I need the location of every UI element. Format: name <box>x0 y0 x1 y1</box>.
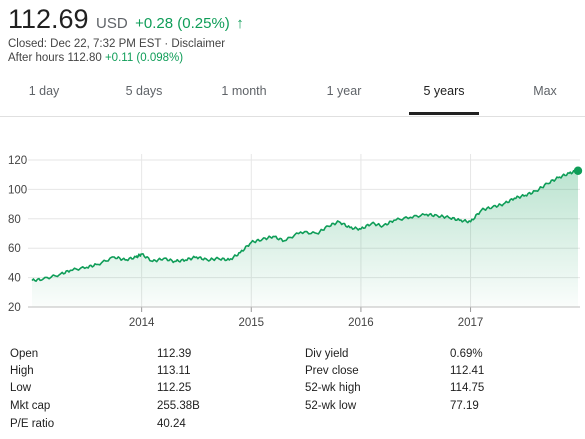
series-line <box>31 169 579 282</box>
quote-header: 112.69 USD +0.28 (0.25%) ↑ <box>8 4 244 35</box>
after-hours-label: After hours 112.80 <box>8 52 102 64</box>
arrow-up-icon: ↑ <box>236 15 244 32</box>
stat-label-52wk-low: 52-wk low <box>305 400 357 412</box>
x-tick-label: 2017 <box>458 317 484 329</box>
x-tick-label: 2016 <box>348 317 374 329</box>
y-tick-label: 20 <box>8 302 21 314</box>
x-tick-label: 2015 <box>238 317 264 329</box>
y-tick-label: 80 <box>8 214 21 226</box>
stat-label-div-yield: Div yield <box>305 348 349 360</box>
price-chart: 20 40 60 80 100 120 2014 2015 2016 2017 <box>8 154 583 329</box>
range-tabs: 1 day 5 days 1 month 1 year 5 years Max <box>0 70 585 117</box>
stat-value-52wk-high: 114.75 <box>450 382 485 394</box>
stat-value-div-yield: 0.69% <box>450 348 483 360</box>
tab-1-day[interactable]: 1 day <box>28 84 60 98</box>
tab-1-year[interactable]: 1 year <box>326 84 362 98</box>
after-hours: After hours 112.80 +0.11 (0.098%) <box>8 52 183 64</box>
tab-5-days[interactable]: 5 days <box>125 84 163 98</box>
stat-value-high: 113.11 <box>157 365 191 377</box>
y-tick-label: 60 <box>8 243 21 255</box>
stat-label-52wk-high: 52-wk high <box>305 382 361 394</box>
stat-value-open: 112.39 <box>157 348 192 360</box>
tab-max[interactable]: Max <box>533 84 557 98</box>
closed-status: Closed: Dec 22, 7:32 PM EST · Disclaimer <box>8 38 225 50</box>
stock-price: 112.69 <box>8 4 89 34</box>
last-point-dot <box>573 166 583 175</box>
currency-label: USD <box>96 15 128 32</box>
stat-label-mkt-cap: Mkt cap <box>10 400 51 412</box>
y-tick-label: 40 <box>8 273 21 285</box>
disclaimer-link[interactable]: Disclaimer <box>171 38 226 50</box>
stat-value-low: 112.25 <box>157 382 192 394</box>
stat-value-52wk-low: 77.19 <box>450 400 479 412</box>
stat-label-pe-ratio: P/E ratio <box>10 418 55 430</box>
series-area <box>32 170 578 307</box>
tab-1-month[interactable]: 1 month <box>221 84 267 98</box>
stat-label-high: High <box>10 365 34 377</box>
stat-label-open: Open <box>10 348 39 360</box>
stat-value-prev-close: 112.41 <box>450 365 485 377</box>
x-tick-label: 2014 <box>129 317 155 329</box>
tab-5-years[interactable]: 5 years <box>409 70 479 115</box>
price-change: +0.28 (0.25%) <box>135 15 230 32</box>
stat-label-prev-close: Prev close <box>305 365 359 377</box>
after-hours-change: +0.11 (0.098%) <box>104 52 184 64</box>
closed-text: Closed: Dec 22, 7:32 PM EST · <box>8 38 172 50</box>
y-tick-label: 100 <box>8 184 27 196</box>
stat-value-mkt-cap: 255.38B <box>157 400 200 412</box>
y-tick-label: 120 <box>8 155 27 167</box>
stat-value-pe-ratio: 40.24 <box>157 418 186 430</box>
stat-label-low: Low <box>10 382 32 394</box>
